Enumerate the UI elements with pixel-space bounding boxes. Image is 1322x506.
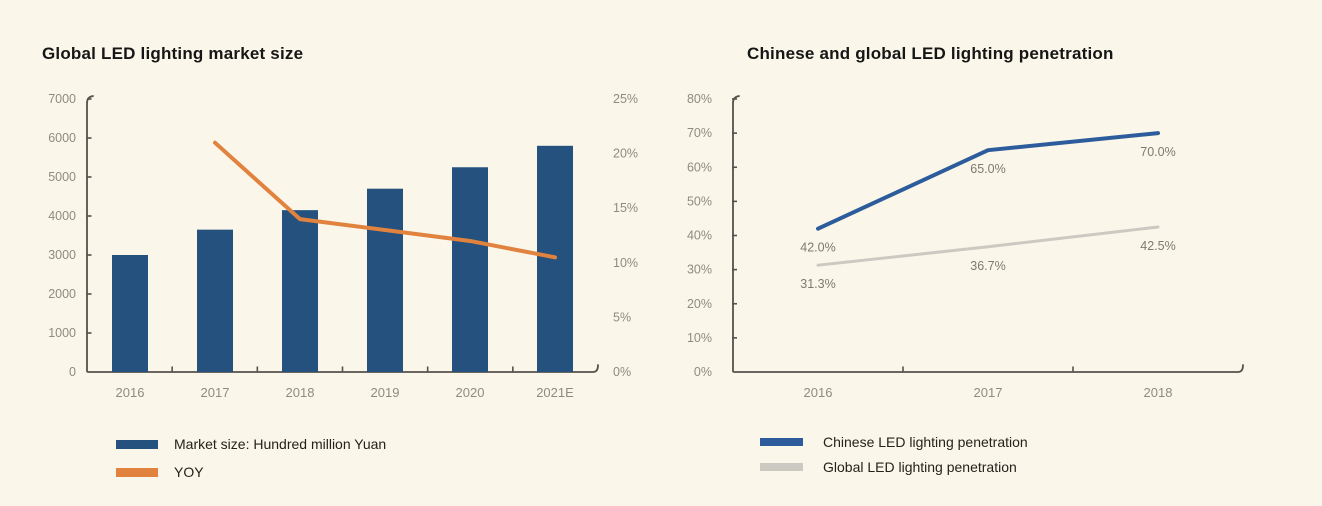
- global-led-lighting-penetration-value-label: 36.7%: [970, 259, 1005, 273]
- bar-2020: [452, 167, 488, 372]
- x-axis-label: 2021E: [536, 385, 574, 400]
- penetration-chart-title: Chinese and global LED lighting penetrat…: [747, 44, 1114, 63]
- y-axis-label-left: 5000: [48, 170, 76, 184]
- chinese-led-lighting-penetration-line: [816, 131, 1160, 231]
- legend-item-global-penetration: Global LED lighting penetration: [760, 454, 1028, 479]
- penetration-legend: Chinese LED lighting penetration Global …: [760, 429, 1028, 479]
- y-axis-label-left: 7000: [48, 92, 76, 106]
- y-axis-label-right: 20%: [613, 147, 638, 161]
- bar-2018: [282, 210, 318, 372]
- y-axis-label: 70%: [687, 126, 712, 140]
- chinese-led-lighting-penetration-value-label: 65.0%: [970, 162, 1005, 176]
- y-axis-label-right: 5%: [613, 310, 631, 324]
- y-axis-label: 30%: [687, 263, 712, 277]
- market-size-legend: Market size: Hundred million Yuan YOY: [116, 430, 386, 486]
- legend-item-market-size: Market size: Hundred million Yuan: [116, 430, 386, 458]
- global-led-lighting-penetration-value-label: 42.5%: [1140, 239, 1175, 253]
- y-axis-label-left: 0: [69, 365, 76, 379]
- y-axis-label-left: 3000: [48, 248, 76, 262]
- yoy-legend-label: YOY: [174, 464, 204, 480]
- chinese-led-lighting-penetration-value-label: 70.0%: [1140, 145, 1175, 159]
- y-axis-label: 10%: [687, 331, 712, 345]
- bar-2019: [367, 188, 403, 372]
- x-axis-label: 2016: [116, 385, 145, 400]
- market-size-swatch: [116, 439, 158, 449]
- y-axis-label: 40%: [687, 229, 712, 243]
- market-size-legend-label: Market size: Hundred million Yuan: [174, 436, 387, 452]
- yoy-swatch: [116, 467, 158, 477]
- y-axis-label-left: 2000: [48, 287, 76, 301]
- y-axis-label: 80%: [687, 92, 712, 106]
- chinese-led-lighting-penetration-value-label: 42.0%: [800, 241, 835, 255]
- y-axis-label-right: 25%: [613, 92, 638, 106]
- y-axis-label: 0%: [694, 365, 712, 379]
- yoy-line: [213, 140, 557, 260]
- global-penetration-legend-label: Global LED lighting penetration: [823, 458, 1017, 475]
- y-axis-label-right: 15%: [613, 201, 638, 215]
- global-penetration-swatch: [760, 462, 803, 471]
- y-axis-label-right: 0%: [613, 365, 631, 379]
- x-axis-label: 2018: [1144, 385, 1173, 400]
- y-axis-label-right: 10%: [613, 256, 638, 270]
- y-axis-label: 60%: [687, 160, 712, 174]
- chinese-penetration-swatch: [760, 437, 803, 446]
- y-axis-label: 50%: [687, 194, 712, 208]
- global-led-lighting-penetration-value-label: 31.3%: [800, 277, 835, 291]
- x-axis-label: 2020: [456, 385, 485, 400]
- x-axis-label: 2019: [371, 385, 400, 400]
- y-axis-label: 20%: [687, 297, 712, 311]
- y-axis-label-left: 6000: [48, 131, 76, 145]
- bar-2016: [112, 255, 148, 372]
- legend-item-chinese-penetration: Chinese LED lighting penetration: [760, 429, 1028, 454]
- axes-line: [86, 95, 599, 373]
- bar-2017: [197, 229, 233, 372]
- axes-line: [732, 95, 1244, 373]
- y-axis-label-left: 1000: [48, 326, 76, 340]
- x-axis-label: 2016: [804, 385, 833, 400]
- chinese-penetration-legend-label: Chinese LED lighting penetration: [823, 433, 1028, 450]
- market-size-chart: 0 1000 2000 3000 4000 5000 6000 7000 0% 5% 10% 15% 2…: [48, 92, 638, 400]
- penetration-chart: 0% 10% 20% 30% 40% 50% 60% 70% 80% 2016 2017 2018 42…: [687, 92, 1244, 400]
- x-axis-label: 2017: [201, 385, 230, 400]
- x-axis-label: 2017: [974, 385, 1003, 400]
- legend-item-yoy: YOY: [116, 458, 386, 486]
- market-size-chart-title: Global LED lighting market size: [42, 44, 304, 63]
- y-axis-label-left: 4000: [48, 209, 76, 223]
- x-axis-label: 2018: [286, 385, 315, 400]
- global-led-lighting-penetration-line: [816, 225, 1160, 267]
